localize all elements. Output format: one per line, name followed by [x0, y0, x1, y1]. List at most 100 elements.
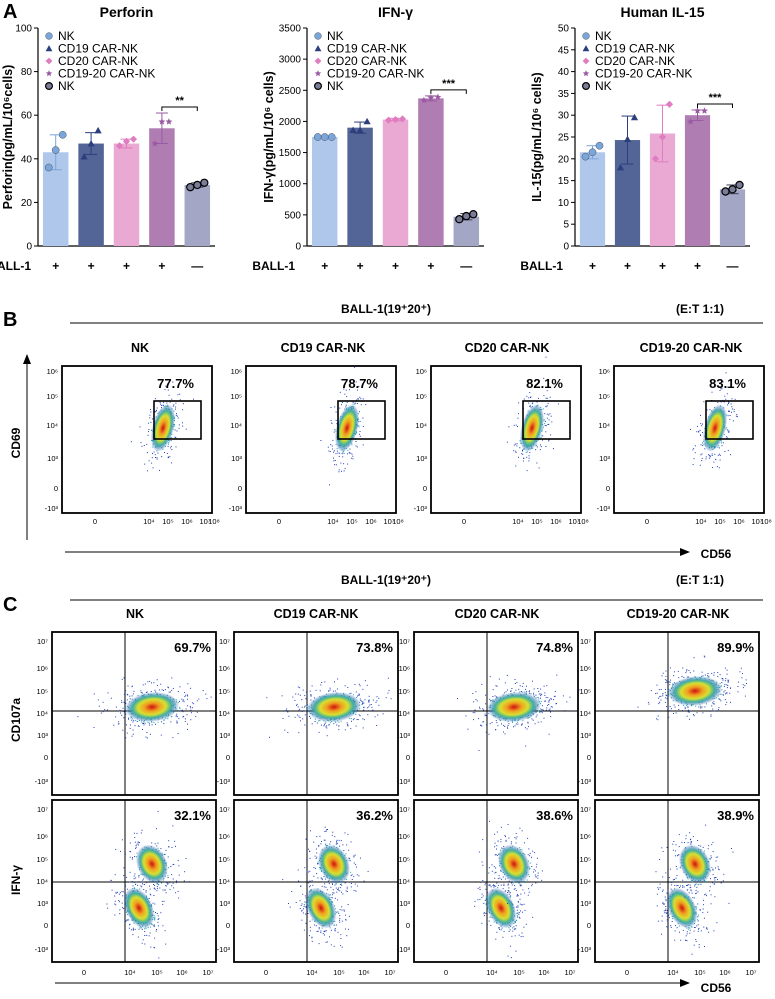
density-core [702, 404, 728, 452]
event-dot [346, 878, 348, 880]
event-dot [349, 860, 351, 862]
event-dot [118, 900, 120, 901]
event-dot [341, 453, 343, 455]
event-dot [318, 845, 320, 847]
event-dot [156, 679, 158, 681]
flow-y-tick: -10³ [217, 945, 231, 954]
event-dot [348, 857, 350, 859]
event-dot [344, 685, 346, 687]
event-dot [324, 826, 326, 828]
event-dot [179, 708, 181, 709]
event-dot [348, 717, 350, 719]
event-dot [363, 702, 365, 704]
event-dot [721, 682, 723, 683]
event-dot [177, 733, 179, 735]
event-dot [126, 699, 128, 701]
event-dot [118, 901, 120, 903]
event-dot [172, 405, 174, 407]
event-dot [362, 417, 364, 419]
event-dot [125, 853, 126, 855]
event-dot [521, 932, 523, 934]
event-dot [346, 396, 348, 398]
event-dot [343, 463, 345, 465]
data-point [595, 141, 604, 150]
event-dot [184, 696, 186, 697]
event-dot [699, 429, 701, 431]
y-tick-label: 15 [558, 176, 570, 187]
event-dot [532, 850, 534, 852]
event-dot [139, 927, 141, 929]
event-dot [168, 846, 170, 848]
significance-bracket [161, 106, 198, 112]
event-dot [693, 657, 695, 659]
event-dot [721, 678, 723, 680]
event-dot [331, 894, 333, 896]
event-dot [544, 694, 546, 696]
event-dot [155, 723, 156, 725]
event-dot [106, 903, 108, 905]
event-dot [154, 454, 156, 456]
event-dot [527, 894, 529, 896]
event-dot [120, 850, 121, 852]
event-dot [303, 908, 304, 910]
event-dot [719, 390, 721, 391]
legend-marker [582, 70, 590, 77]
bar-chart-3: Human IL-1505101520253035404550IL-15(pg/… [520, 4, 750, 273]
event-dot [119, 909, 121, 911]
event-dot [170, 445, 172, 447]
event-dot [162, 889, 164, 891]
event-dot [347, 449, 349, 451]
event-dot [496, 882, 498, 884]
event-dot [338, 469, 340, 471]
event-dot [149, 417, 151, 419]
event-dot [704, 706, 706, 708]
event-dot [540, 697, 541, 699]
event-dot [170, 866, 172, 867]
event-dot [337, 452, 339, 454]
event-dot [481, 861, 483, 863]
event-dot [330, 929, 332, 931]
event-dot [156, 883, 158, 885]
event-dot [315, 925, 317, 927]
event-dot [178, 897, 180, 899]
event-dot [524, 892, 526, 894]
flow-plot-title: NK [126, 607, 144, 621]
event-dot [479, 706, 480, 708]
data-point [58, 131, 67, 139]
event-dot [474, 709, 476, 711]
event-dot [353, 718, 355, 720]
event-dot [123, 875, 125, 877]
event-dot [125, 713, 127, 715]
event-dot [299, 908, 301, 909]
event-dot [674, 706, 676, 708]
event-dot [736, 416, 738, 418]
event-dot [659, 701, 661, 703]
event-dot [301, 909, 303, 911]
event-dot [516, 913, 518, 915]
panel-b-x-label: CD56 [701, 547, 732, 561]
event-dot [536, 401, 538, 403]
event-dot [306, 910, 308, 912]
event-dot [678, 709, 680, 710]
event-dot [491, 870, 493, 872]
event-dot [673, 675, 675, 677]
event-dot [356, 399, 358, 401]
event-dot [700, 454, 702, 456]
event-dot [495, 938, 497, 940]
y-tick-label: 45 [558, 45, 570, 56]
event-dot [320, 440, 322, 441]
event-dot [336, 450, 338, 452]
event-dot [320, 930, 322, 932]
event-dot [689, 927, 691, 929]
event-dot [140, 832, 142, 834]
event-dot [544, 700, 546, 702]
event-dot [185, 694, 187, 696]
event-dot [528, 726, 529, 728]
ball-sign: + [427, 259, 434, 273]
ball-label: BALL-1 [252, 259, 295, 273]
event-dot [351, 720, 352, 722]
event-dot [181, 698, 183, 700]
event-dot [662, 876, 664, 878]
event-dot [693, 448, 695, 450]
legend-marker [314, 57, 322, 65]
